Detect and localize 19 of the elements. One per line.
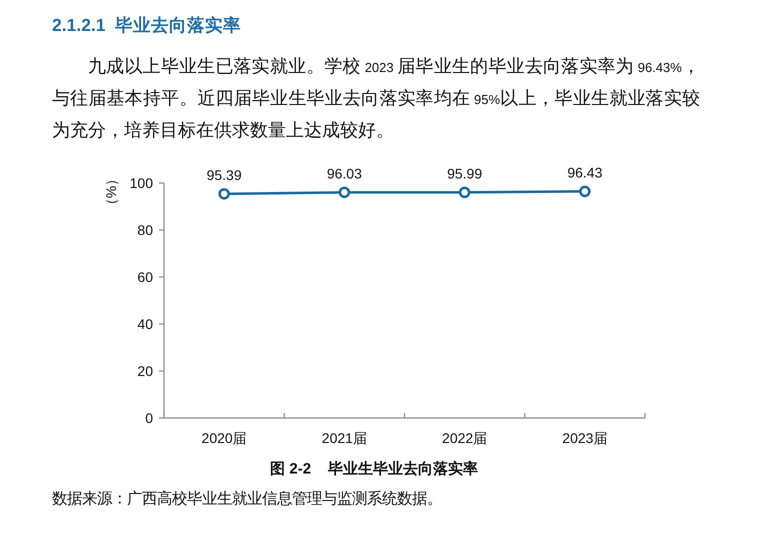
x-tick-label: 2023届 [562, 430, 608, 446]
source-note: 数据来源：广西高校毕业生就业信息管理与监测系统数据。 [52, 490, 442, 508]
y-tick-label: 80 [137, 222, 154, 238]
text: 2.1.2.1 毕业去向落实率 [52, 15, 242, 35]
data-label: 95.99 [447, 165, 482, 182]
y-tick-label: 0 [145, 410, 154, 426]
y-tick-label: 60 [137, 269, 154, 285]
x-tick-label: 2022届 [442, 430, 488, 446]
y-tick-label: 20 [137, 363, 154, 379]
x-tick-label: 2021届 [322, 430, 367, 446]
y-tick-label: 40 [137, 316, 154, 332]
data-label: 96.43 [567, 164, 603, 180]
x-tick-label: 2020届 [202, 430, 247, 446]
text: 九成以上毕业生已落实就业。学校 2023 届毕业生的毕业去向落实率为 96.43%，与往届基本持平。近四届毕业生毕业去向落实率均在 95%以上，毕业生就业落实较为充分，培养目标在供求数量上达成较好。 [52, 56, 700, 140]
y-tick-label: 100 [130, 175, 154, 191]
y-axis-title: （%） [103, 172, 119, 212]
data-label: 96.03 [326, 165, 362, 182]
text: 图 2-2 毕业生毕业去向落实率 [270, 460, 478, 478]
data-label: 95.39 [206, 166, 242, 183]
